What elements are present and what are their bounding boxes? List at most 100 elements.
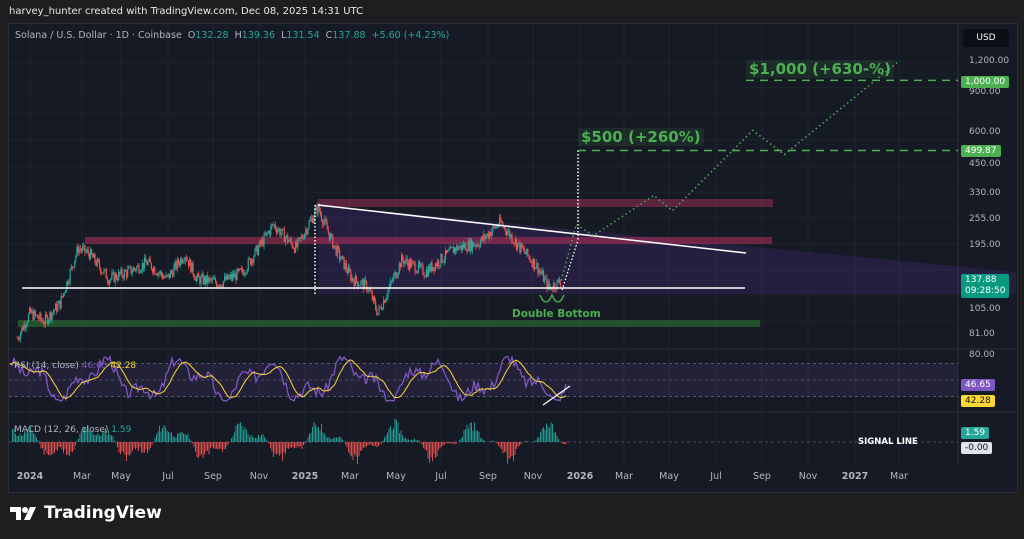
candle-body	[66, 281, 68, 291]
candle-body	[480, 236, 483, 242]
macd-histogram-bar	[216, 442, 217, 449]
candle-body	[88, 253, 90, 260]
macd-histogram-bar	[45, 442, 46, 451]
candle-body	[178, 263, 181, 266]
macd-histogram-bar	[64, 442, 66, 450]
macd-histogram-bar	[178, 433, 180, 442]
candle-body	[459, 245, 461, 248]
candle-body	[141, 262, 143, 271]
macd-histogram-bar	[109, 434, 111, 442]
candle-body	[130, 266, 132, 274]
macd-histogram-bar	[93, 434, 94, 442]
target-500-label: $500 (+260%)	[578, 128, 704, 146]
macd-histogram-bar	[561, 442, 562, 443]
candle-body	[29, 307, 31, 314]
candle-body	[238, 268, 240, 271]
macd-histogram-bar	[211, 442, 213, 447]
candle-body	[314, 210, 316, 218]
tradingview-logo[interactable]: TradingView	[10, 503, 162, 523]
candle-body	[104, 269, 106, 271]
macd-histogram-bar	[384, 437, 385, 442]
high-value: 139.36	[241, 30, 276, 41]
candle-body	[152, 267, 155, 273]
candle-body	[115, 273, 118, 279]
candle-body	[89, 249, 92, 260]
macd-histogram-bar	[189, 439, 190, 442]
candle-body	[456, 245, 458, 251]
macd-histogram-bar	[352, 442, 354, 461]
candle-body	[293, 248, 296, 253]
candle-body	[36, 314, 39, 319]
macd-histogram-bar	[417, 440, 418, 442]
macd-histogram-bar	[106, 434, 108, 442]
candle-body	[320, 214, 323, 221]
candle-body	[101, 272, 103, 274]
macd-histogram-bar	[354, 442, 355, 455]
macd-histogram-bar	[190, 440, 192, 442]
macd-histogram-bar	[489, 441, 490, 442]
candle-body	[304, 233, 306, 239]
candle-body	[165, 275, 167, 278]
time-tick: Jul	[710, 471, 722, 482]
chart-area[interactable]	[8, 23, 1018, 493]
candle-body	[497, 225, 500, 227]
candle-body	[254, 248, 256, 257]
macd-histogram-bar	[321, 424, 322, 442]
macd-histogram-bar	[30, 426, 31, 442]
macd-histogram-bar	[226, 442, 228, 447]
candle-body	[284, 237, 287, 243]
macd-histogram-bar	[454, 442, 456, 445]
macd-histogram-bar	[301, 442, 303, 449]
macd-histogram-bar	[129, 442, 130, 456]
candle-body	[155, 273, 157, 275]
macd-histogram-bar	[156, 434, 157, 442]
candle-body	[440, 253, 442, 266]
open-label: O	[187, 30, 196, 41]
candle-body	[199, 277, 201, 285]
candle-body	[30, 307, 32, 313]
candle-body	[257, 246, 260, 255]
candle-body	[349, 267, 351, 272]
rsi-ma-value: 42.28	[110, 361, 137, 371]
macd-histogram-bar	[372, 442, 373, 446]
macd-histogram-bar	[514, 442, 516, 456]
candle-body	[93, 254, 95, 258]
candle-body	[142, 262, 145, 269]
candle-body	[139, 272, 141, 273]
candle-body	[482, 236, 484, 240]
candle-body	[337, 246, 340, 250]
time-tick: Mar	[341, 471, 359, 482]
macd-histogram-bar	[210, 442, 211, 449]
candle-body	[493, 226, 495, 227]
candle-body	[412, 261, 414, 263]
macd-histogram-bar	[456, 442, 457, 444]
currency-button[interactable]: USD	[963, 29, 1009, 47]
candle-body	[394, 272, 396, 276]
candle-body	[485, 236, 487, 239]
candle-body	[247, 258, 249, 270]
candle-body	[448, 250, 450, 251]
candle-body	[430, 262, 432, 272]
candle-body	[287, 235, 289, 243]
candle-body	[226, 274, 228, 280]
candle-body	[48, 319, 50, 324]
macd-histogram-bar	[132, 442, 133, 451]
candle-body	[157, 272, 159, 276]
candle-body	[239, 268, 241, 270]
macd-histogram-bar	[88, 430, 90, 442]
macd-histogram-bar	[258, 434, 259, 442]
candle-body	[471, 242, 474, 251]
candle-body	[171, 271, 173, 273]
macd-histogram-bar	[439, 442, 441, 449]
candle-body	[423, 274, 425, 277]
candle-body	[554, 283, 556, 289]
macd-histogram-bar	[442, 442, 444, 446]
candle-body	[442, 262, 444, 263]
candle-body	[495, 226, 497, 229]
candle-body	[523, 248, 525, 253]
time-tick: Sep	[753, 471, 771, 482]
macd-histogram-bar	[181, 431, 183, 442]
candle-body	[555, 288, 557, 290]
candle-body	[234, 273, 236, 278]
